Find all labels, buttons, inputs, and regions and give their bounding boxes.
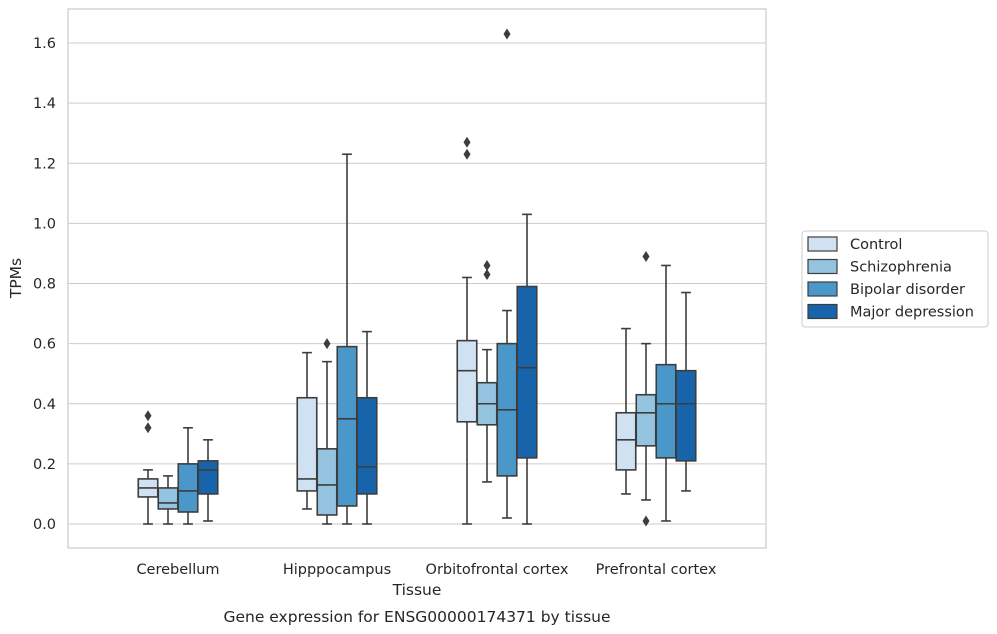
legend-swatch (807, 303, 838, 320)
box-0-1 (296, 351, 318, 510)
box-2-2 (496, 28, 518, 519)
y-tick-label: 0.2 (33, 457, 56, 473)
box-0-3 (615, 327, 637, 495)
box-series (137, 28, 697, 527)
box-body (615, 411, 637, 471)
x-tick-label: Hipppocampus (283, 562, 391, 578)
y-tick-label: 0.8 (33, 277, 56, 293)
box-body (516, 285, 538, 459)
box-body (296, 396, 318, 492)
box-2-3 (655, 264, 677, 522)
box-0-2 (456, 136, 478, 525)
legend-label: Major depression (850, 305, 974, 321)
box-body (157, 487, 179, 510)
y-tick-label: 0.0 (33, 517, 56, 533)
x-tick-label: Cerebellum (136, 562, 219, 578)
outlier-point (503, 28, 511, 40)
box-3-2 (516, 213, 538, 525)
x-tick-label: Orbitofrontal cortex (426, 562, 569, 578)
box-body (675, 369, 697, 462)
y-tick-label: 1.2 (33, 156, 56, 172)
x-axis-title: Tissue (392, 581, 442, 599)
legend-swatch (807, 236, 838, 252)
legend-swatch (807, 281, 838, 297)
y-tick-label: 1.0 (33, 216, 56, 232)
box-2-0 (177, 426, 199, 525)
box-body (336, 345, 358, 507)
legend: Control Schizophrenia Bipolar disorder Majo… (801, 230, 989, 328)
x-tick-label: Prefrontal cortex (596, 562, 717, 578)
plot-frame (67, 8, 767, 549)
outlier-point (642, 515, 650, 527)
box-0-0 (137, 410, 159, 525)
box-body (456, 339, 478, 423)
series-control (137, 136, 637, 525)
outlier-point (483, 268, 491, 280)
legend-frame (801, 230, 989, 328)
legend-label: Bipolar disorder (850, 282, 965, 298)
series-major-depression (197, 213, 697, 525)
box-body (197, 460, 219, 495)
box-body (356, 396, 378, 495)
box-1-2 (476, 259, 498, 483)
legend-swatch (807, 258, 838, 275)
box-body (177, 463, 199, 513)
outlier-point (463, 136, 471, 148)
box-3-0 (197, 439, 219, 522)
series-bipolar-disorder (177, 28, 677, 525)
box-1-0 (157, 475, 179, 525)
box-body (316, 448, 338, 516)
y-tick-label: 1.4 (33, 96, 56, 112)
y-tick-label: 0.6 (33, 337, 56, 353)
box-2-1 (336, 153, 358, 525)
series-schizophrenia (157, 250, 657, 527)
legend-label: Control (850, 237, 902, 253)
box-1-3 (635, 250, 657, 527)
outlier-point (323, 338, 331, 350)
outlier-point (144, 410, 152, 422)
box-body (655, 363, 677, 459)
box-1-1 (316, 338, 338, 525)
y-axis-ticks: 0.0 0.2 0.4 0.6 0.8 1.0 1.2 1.4 1.6 (33, 36, 56, 533)
outlier-point (463, 148, 471, 160)
y-tick-label: 0.4 (33, 397, 56, 413)
outlier-point (642, 250, 650, 262)
x-axis-ticks: Cerebellum Hipppocampus Orbitofrontal cort… (136, 562, 716, 578)
legend-label: Schizophrenia (850, 260, 952, 276)
box-body (635, 393, 657, 447)
outlier-point (144, 422, 152, 434)
y-tick-label: 1.6 (33, 36, 56, 52)
chart-caption: Gene expression for ENSG00000174371 by t… (223, 608, 610, 626)
box-3-3 (675, 291, 697, 492)
outlier-point (483, 259, 491, 271)
y-axis-title: TPMs (7, 258, 25, 299)
box-3-1 (356, 330, 378, 525)
